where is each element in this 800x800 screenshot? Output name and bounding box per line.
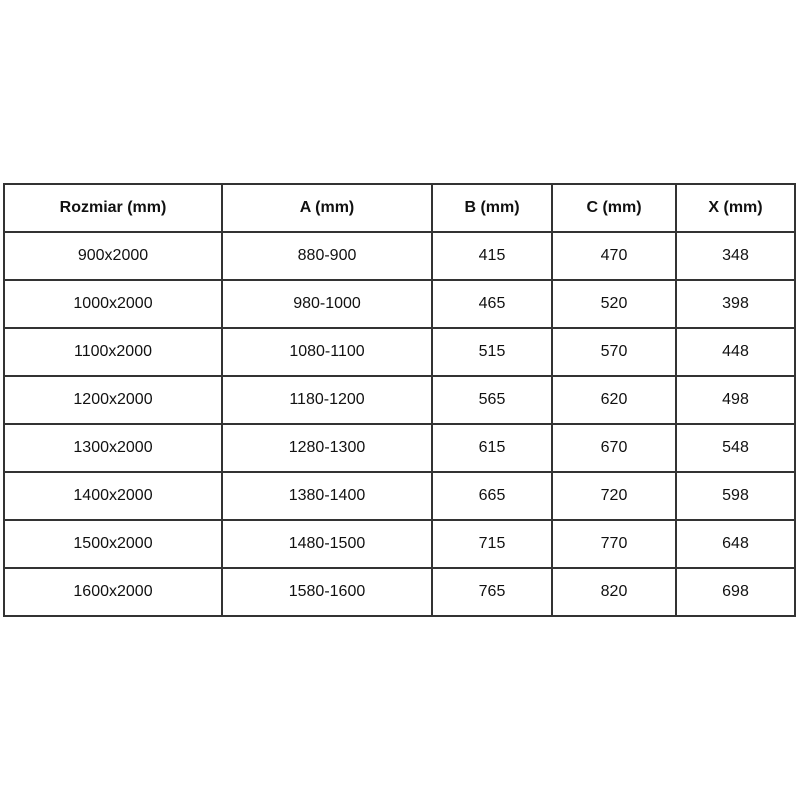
table-cell: 1600x2000 (3, 567, 223, 617)
table-cell: 1480-1500 (221, 519, 433, 569)
table-cell: 1080-1100 (221, 327, 433, 377)
table-cell: 565 (431, 375, 553, 425)
table-cell: 1000x2000 (3, 279, 223, 329)
table-row: 900x2000 880-900 415 470 348 (3, 231, 796, 281)
table-row: 1600x2000 1580-1600 765 820 698 (3, 567, 796, 617)
table-cell: 900x2000 (3, 231, 223, 281)
table-row: 1400x2000 1380-1400 665 720 598 (3, 471, 796, 521)
table-cell: 715 (431, 519, 553, 569)
table-cell: 1300x2000 (3, 423, 223, 473)
table-cell: 1500x2000 (3, 519, 223, 569)
table-cell: 698 (675, 567, 796, 617)
table-cell: 648 (675, 519, 796, 569)
table-cell: 570 (551, 327, 677, 377)
table-cell: 820 (551, 567, 677, 617)
column-header-b: B (mm) (431, 183, 553, 233)
table-cell: 465 (431, 279, 553, 329)
table-cell: 1280-1300 (221, 423, 433, 473)
column-header-x: X (mm) (675, 183, 796, 233)
table-cell: 398 (675, 279, 796, 329)
table-cell: 448 (675, 327, 796, 377)
column-header-c: C (mm) (551, 183, 677, 233)
table-row: 1300x2000 1280-1300 615 670 548 (3, 423, 796, 473)
table-cell: 348 (675, 231, 796, 281)
table-cell: 548 (675, 423, 796, 473)
column-header-rozmiar: Rozmiar (mm) (3, 183, 223, 233)
column-header-a: A (mm) (221, 183, 433, 233)
table-cell: 598 (675, 471, 796, 521)
table-cell: 1400x2000 (3, 471, 223, 521)
table-cell: 415 (431, 231, 553, 281)
table-cell: 720 (551, 471, 677, 521)
table-row: 1000x2000 980-1000 465 520 398 (3, 279, 796, 329)
table-cell: 470 (551, 231, 677, 281)
table-cell: 1380-1400 (221, 471, 433, 521)
table-cell: 980-1000 (221, 279, 433, 329)
table-cell: 515 (431, 327, 553, 377)
table-cell: 1200x2000 (3, 375, 223, 425)
size-dimensions-table: Rozmiar (mm) A (mm) B (mm) C (mm) X (mm)… (3, 183, 796, 617)
table-cell: 765 (431, 567, 553, 617)
table-cell: 498 (675, 375, 796, 425)
table-cell: 1180-1200 (221, 375, 433, 425)
table-cell: 620 (551, 375, 677, 425)
table-cell: 520 (551, 279, 677, 329)
table-cell: 770 (551, 519, 677, 569)
table-row: 1100x2000 1080-1100 515 570 448 (3, 327, 796, 377)
table-cell: 880-900 (221, 231, 433, 281)
table-row: 1200x2000 1180-1200 565 620 498 (3, 375, 796, 425)
table-row: 1500x2000 1480-1500 715 770 648 (3, 519, 796, 569)
table-cell: 670 (551, 423, 677, 473)
table-cell: 615 (431, 423, 553, 473)
header-row: Rozmiar (mm) A (mm) B (mm) C (mm) X (mm) (3, 183, 796, 233)
table-cell: 1580-1600 (221, 567, 433, 617)
table-cell: 1100x2000 (3, 327, 223, 377)
table-cell: 665 (431, 471, 553, 521)
